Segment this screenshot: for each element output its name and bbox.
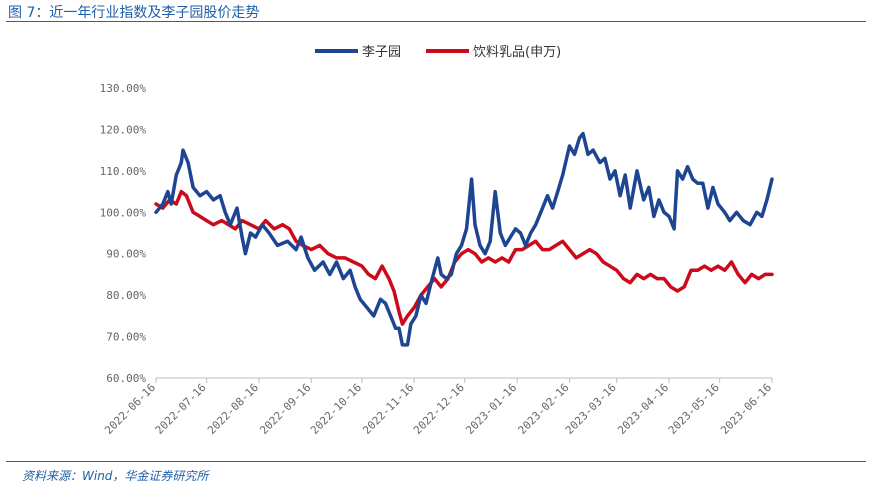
x-tick-label: 2022-09-16 xyxy=(257,381,313,437)
legend-label-industry: 饮料乳品(申万) xyxy=(473,45,561,60)
y-tick-label: 80.00% xyxy=(106,289,146,302)
x-tick-label: 2022-12-16 xyxy=(411,381,467,437)
series-line-lizi xyxy=(154,131,774,347)
x-axis: 2022-06-162022-07-162022-08-162022-09-16… xyxy=(102,377,774,437)
y-tick-label: 120.00% xyxy=(100,123,147,136)
x-tick-label: 2022-11-16 xyxy=(360,381,416,437)
y-tick-label: 70.00% xyxy=(106,331,146,344)
figure-title: 图 7：近一年行业指数及李子园股价走势 xyxy=(8,5,260,21)
y-tick-label: 110.00% xyxy=(100,165,147,178)
y-axis: 130.00% 120.00% 110.00% 100.00% 90.00% 80.00%… xyxy=(100,82,147,385)
y-tick-label: 130.00% xyxy=(100,82,147,95)
x-tick-label: 2023-05-16 xyxy=(666,381,722,437)
legend: 李子园 饮料乳品(申万) xyxy=(315,45,561,60)
x-tick-label: 2023-04-16 xyxy=(615,381,671,437)
x-tick-label: 2023-06-16 xyxy=(718,381,774,437)
plot-lines xyxy=(154,131,774,347)
y-tick-label: 100.00% xyxy=(100,206,147,219)
source-note: 资料来源：Wind，华金证券研究所 xyxy=(22,469,209,483)
y-tick-label: 60.00% xyxy=(106,372,146,385)
x-tick-label: 2022-08-16 xyxy=(205,381,261,437)
x-tick-label: 2022-06-16 xyxy=(102,381,158,437)
title-divider xyxy=(6,21,866,22)
series-line-industry xyxy=(154,189,774,326)
footer-divider xyxy=(6,461,866,462)
x-tick-label: 2022-10-16 xyxy=(308,381,364,437)
y-tick-label: 90.00% xyxy=(106,248,146,261)
legend-label-lizi: 李子园 xyxy=(362,45,401,60)
x-tick-label: 2023-03-16 xyxy=(563,381,619,437)
x-tick-label: 2023-01-16 xyxy=(463,381,519,437)
x-tick-label: 2022-07-16 xyxy=(153,381,209,437)
